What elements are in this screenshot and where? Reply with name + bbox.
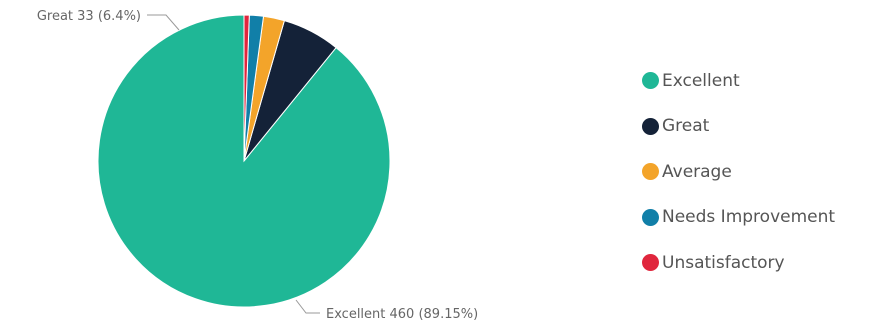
legend-item-great[interactable]: Great (642, 104, 835, 150)
legend-swatch-unsatisfactory (642, 254, 659, 272)
legend-swatch-needs-improvement (642, 208, 659, 226)
legend-swatch-excellent (642, 72, 659, 90)
legend-item-average[interactable]: Average (642, 149, 835, 195)
legend-item-excellent[interactable]: Excellent (642, 58, 835, 104)
legend-label-great: Great (662, 116, 710, 137)
data-label-excellent: Excellent 460 (89.15%) (326, 307, 478, 322)
legend-label-average: Average (662, 161, 732, 182)
legend-item-unsatisfactory[interactable]: Unsatisfactory (642, 240, 835, 286)
legend-label-needs-improvement: Needs Improvement (662, 207, 836, 228)
pie-slice-unsatisfactory[interactable] (243, 14, 250, 162)
legend-swatch-average (642, 163, 659, 181)
legend-swatch-great (642, 117, 659, 135)
legend-label-excellent: Excellent (662, 70, 740, 91)
legend-item-needs-improvement[interactable]: Needs Improvement (642, 195, 835, 241)
leader-line-great (147, 14, 180, 31)
data-label-great: Great 33 (6.4%) (37, 9, 141, 24)
pie-slices (97, 14, 391, 308)
leader-line-excellent (295, 299, 320, 314)
legend-label-unsatisfactory: Unsatisfactory (662, 252, 785, 273)
pie-data-labels: Great 33 (6.4%) Excellent 460 (89.15%) (37, 9, 478, 322)
chart-legend: Excellent Great Average Needs Improvemen… (642, 58, 835, 286)
